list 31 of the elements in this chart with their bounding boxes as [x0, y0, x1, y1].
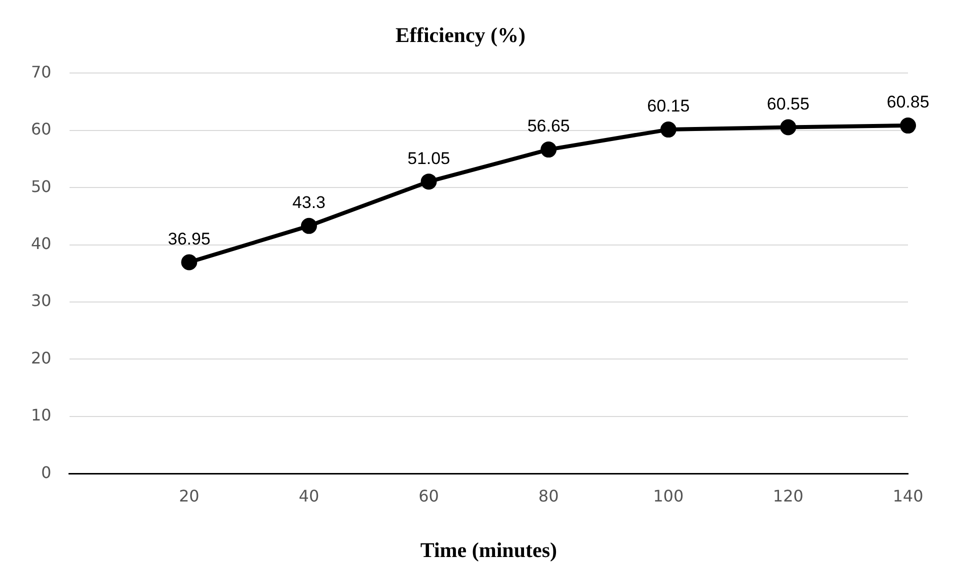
y-tick-label: 60 — [31, 120, 52, 139]
x-axis-title: Time (minutes) — [420, 538, 558, 562]
x-tick-label: 140 — [892, 486, 924, 506]
y-tick-label: 40 — [31, 234, 52, 253]
data-label: 60.15 — [647, 96, 690, 116]
x-tick-label: 40 — [298, 486, 320, 506]
point — [660, 122, 676, 138]
data-label: 51.05 — [408, 148, 450, 168]
y-tick-label: 20 — [31, 348, 52, 368]
data-label: 56.65 — [527, 116, 570, 136]
data-label: 60.55 — [766, 94, 810, 114]
x-tick-label: 80 — [538, 486, 559, 506]
x-tick-label: 20 — [178, 486, 200, 506]
y-tick-label: 50 — [31, 176, 52, 196]
x-tick-label: 60 — [418, 486, 439, 506]
data-label: 60.85 — [886, 92, 930, 112]
point — [540, 142, 557, 158]
point — [300, 218, 317, 234]
y-tick-label: 30 — [31, 291, 52, 310]
point — [181, 254, 198, 270]
y-tick-label: 70 — [31, 62, 52, 82]
chart-title: Efficiency (%) — [395, 23, 526, 48]
point — [420, 174, 437, 190]
data-label: 43.3 — [292, 193, 326, 212]
x-tick-label: 100 — [653, 486, 684, 506]
y-tick-label: 0 — [41, 462, 52, 482]
point — [780, 119, 796, 136]
x-tick-label: 120 — [772, 486, 804, 506]
data-label: 36.95 — [168, 229, 210, 248]
y-tick-label: 10 — [31, 406, 52, 425]
point — [900, 118, 916, 134]
